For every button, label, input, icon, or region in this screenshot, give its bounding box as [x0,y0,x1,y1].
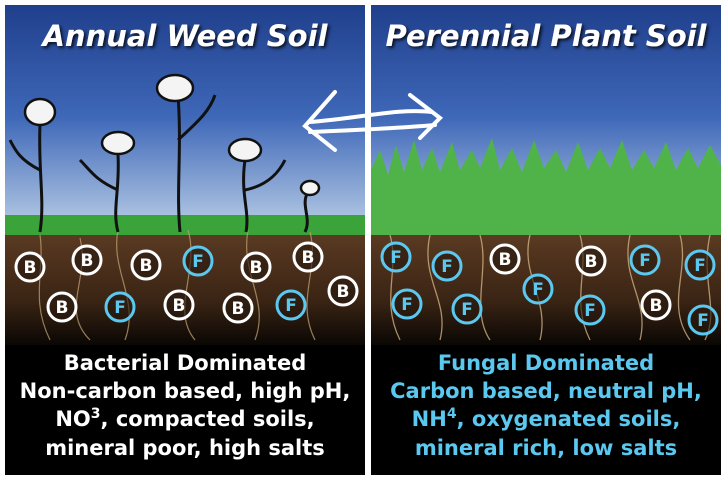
badge-letter: F [639,251,651,271]
badge-letter: B [585,252,598,272]
badge: F [433,252,461,280]
badge: F [393,290,421,318]
badge: B [329,277,357,305]
panel-title: Perennial Plant Soil [385,19,707,53]
badge: B [73,246,101,274]
badge-letter: B [173,296,186,316]
badge-letter: F [532,280,544,300]
badge-letter: B [232,299,245,319]
panel-title: Annual Weed Soil [40,19,328,53]
badge: B [16,253,44,281]
badge: F [524,275,552,303]
caption-line: mineral rich, low salts [415,436,677,460]
badge-letter: F [584,301,596,321]
badge-letter: F [441,257,453,277]
badge: F [686,251,714,279]
badge-letter: F [285,296,297,316]
infographic: Annual Weed Soil BBBFBBBBFBBF Bacterial … [0,0,726,477]
badge-letter: F [401,295,413,315]
badge: B [132,251,160,279]
badge: B [577,247,605,275]
badge: B [165,291,193,319]
badge: B [491,245,519,273]
caption-heading: Fungal Dominated [438,351,654,375]
caption-text: , oxygenated soils, [457,407,681,431]
superscript: 4 [447,406,457,422]
badge-letter: F [114,298,126,318]
badge: F [576,296,604,324]
caption-text: NH [412,407,447,431]
badge: B [242,253,270,281]
badge: B [224,294,252,322]
caption-heading: Bacterial Dominated [64,351,307,375]
badge-letter: B [250,258,263,278]
badge: F [382,243,410,271]
caption-text: , compacted soils, [101,407,315,431]
caption-line: mineral poor, high salts [45,436,325,460]
badge: F [277,291,305,319]
badge-letter: B [24,258,37,278]
badge-letter: B [81,251,94,271]
badge: B [294,243,322,271]
badge: B [48,293,76,321]
badge: F [106,293,134,321]
badge-letter: F [192,252,204,272]
caption-line: Carbon based, neutral pH, [390,379,702,403]
badge-letter: B [337,282,350,302]
badge: F [689,306,717,334]
badge: F [184,247,212,275]
badge-letter: F [694,256,706,276]
badge: B [642,291,670,319]
superscript: 3 [91,406,101,422]
caption-line: Non-carbon based, high pH, [20,379,351,403]
badge-letter: F [390,248,402,268]
badge-letter: F [461,300,473,320]
badge-letter: B [499,250,512,270]
badge-letter: F [697,311,709,331]
caption-text: NO [55,407,90,431]
badge-letter: B [140,256,153,276]
badge-letter: B [56,298,69,318]
badge: F [453,295,481,323]
badge: F [631,246,659,274]
badge-letter: B [302,248,315,268]
badge-letter: B [650,296,663,316]
